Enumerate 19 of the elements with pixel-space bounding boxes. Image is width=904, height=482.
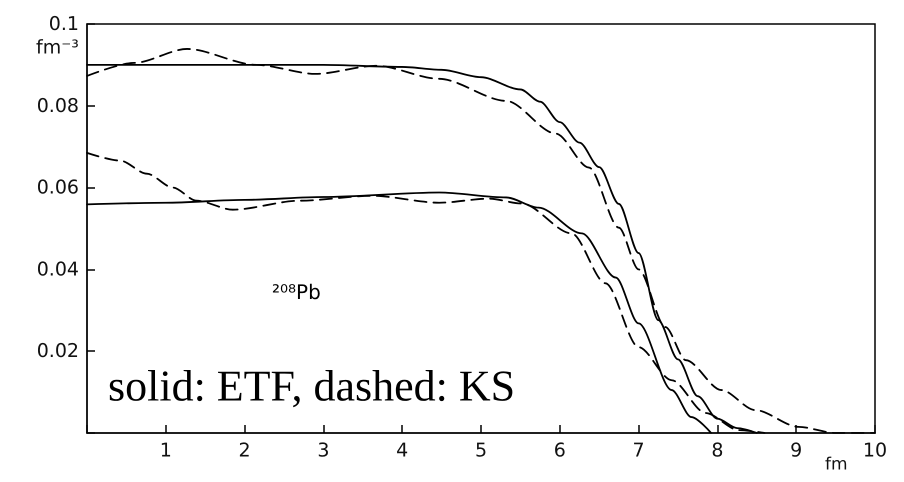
- y-tick-label: 0.04: [36, 258, 79, 280]
- y-tick-label: 0.06: [36, 176, 79, 199]
- x-tick-label: 10: [862, 440, 888, 462]
- y-tick-label: 0.02: [36, 340, 79, 362]
- x-tick-label: 6: [554, 440, 566, 462]
- x-tick-label: 5: [474, 440, 488, 462]
- annotation: ²⁰⁸Pb: [272, 280, 321, 304]
- x-tick-label: 3: [317, 440, 330, 462]
- y-tick-label: 0.08: [36, 94, 79, 117]
- x-tick-label: 2: [238, 440, 251, 462]
- x-tick-label: 9: [790, 440, 802, 462]
- x-tick-label: 4: [396, 440, 408, 462]
- y-axis-title: fm⁻³: [36, 36, 79, 58]
- y-tick-label: 0.1: [48, 13, 79, 35]
- x-tick-label: 7: [632, 440, 645, 462]
- x-tick-label: 8: [711, 440, 724, 462]
- x-axis-title: fm: [825, 454, 848, 474]
- annotation: solid: ETF, dashed: KS: [108, 362, 516, 410]
- x-tick-label: 1: [160, 440, 172, 462]
